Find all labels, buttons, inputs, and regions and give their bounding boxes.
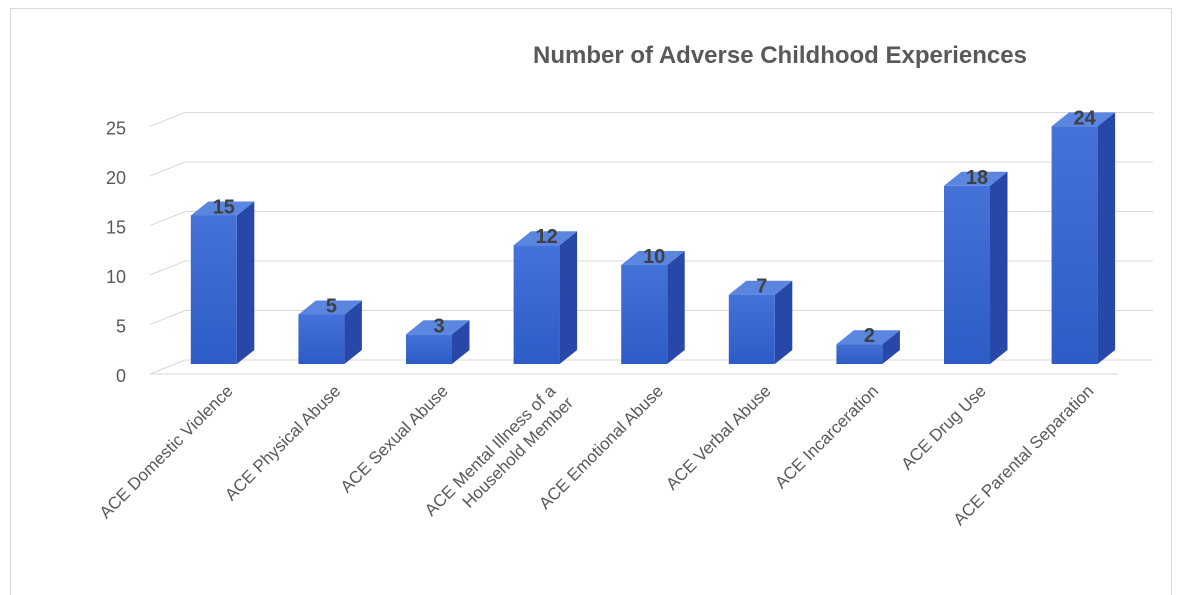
bar-side (236, 201, 255, 364)
bar (621, 251, 685, 364)
bar-top (298, 300, 362, 315)
x-category-line: ACE Physical Abuse (221, 381, 344, 504)
bar-top (944, 171, 1008, 186)
data-label: 18 (966, 167, 988, 189)
bar-side (667, 251, 685, 364)
bar-front (728, 294, 775, 364)
bar-top (190, 201, 255, 216)
data-label: 15 (213, 197, 235, 219)
y-tick-label: 25 (106, 119, 126, 139)
bar (513, 231, 578, 364)
x-category-label: ACE Sexual Abuse (337, 381, 452, 496)
bar-side (1097, 112, 1116, 365)
bars (190, 112, 1116, 365)
x-category-line: ACE Verbal Abuse (662, 381, 774, 493)
bar-side (990, 171, 1008, 364)
bar-side (452, 320, 470, 364)
bar (1051, 112, 1116, 365)
gridline-slant (149, 112, 186, 127)
bar-front (1051, 126, 1098, 365)
data-label: 3 (433, 315, 444, 337)
y-tick-label: 10 (106, 267, 126, 287)
x-category-line: ACE Domestic Violence (96, 381, 237, 522)
bar-front (298, 314, 345, 364)
y-tick-label: 5 (116, 317, 126, 337)
bar-top (621, 251, 685, 265)
gridline-slant (149, 359, 186, 375)
bar-top (1051, 112, 1116, 127)
bar-front (836, 344, 883, 364)
bar (190, 201, 255, 364)
gridline-slant (149, 310, 186, 325)
gridline-slant (149, 211, 186, 226)
bar-top (728, 280, 793, 295)
gridline-slant (149, 161, 186, 177)
y-tick-label: 20 (106, 168, 126, 188)
data-label: 10 (643, 246, 665, 268)
bar-front (621, 265, 668, 364)
x-category-label: ACE Domestic Violence (96, 381, 237, 522)
y-axis-ticks: 0 5 10 15 20 25 (106, 119, 126, 387)
data-label: 24 (1073, 107, 1096, 129)
data-labels: 15 5 3 12 10 7 2 18 24 (213, 107, 1097, 347)
data-label: 2 (864, 325, 875, 347)
bar (298, 300, 362, 364)
x-category-line: ACE Sexual Abuse (337, 381, 452, 496)
bar-side (774, 280, 793, 364)
x-category-label: ACE Verbal Abuse (662, 381, 774, 493)
bar-top (406, 320, 470, 335)
bar (406, 320, 470, 364)
bar (944, 171, 1008, 364)
data-label: 7 (756, 276, 767, 298)
gridline-slant (149, 260, 186, 276)
bar-side (559, 231, 578, 364)
data-label: 5 (326, 296, 337, 318)
bar-front (406, 334, 452, 364)
x-category-line: ACE Drug Use (898, 381, 990, 473)
x-category-label: ACE Physical Abuse (221, 381, 344, 504)
bar (836, 330, 900, 364)
bar-side (344, 300, 362, 364)
x-category-line: ACE Incarceration (771, 381, 882, 492)
y-tick-label: 0 (116, 366, 126, 386)
chart-title: Number of Adverse Childhood Experiences (533, 42, 1027, 69)
x-category-label: ACE Drug Use (898, 381, 990, 473)
bar (728, 280, 793, 364)
bar-front (944, 185, 990, 364)
bar-side (882, 330, 900, 364)
y-tick-label: 15 (106, 218, 126, 238)
bar-top (513, 231, 578, 246)
x-category-label: ACE Incarceration (771, 381, 882, 492)
bar-front (513, 245, 560, 364)
data-label: 12 (535, 226, 557, 248)
bar-top (836, 330, 900, 345)
bar-front (190, 215, 237, 364)
